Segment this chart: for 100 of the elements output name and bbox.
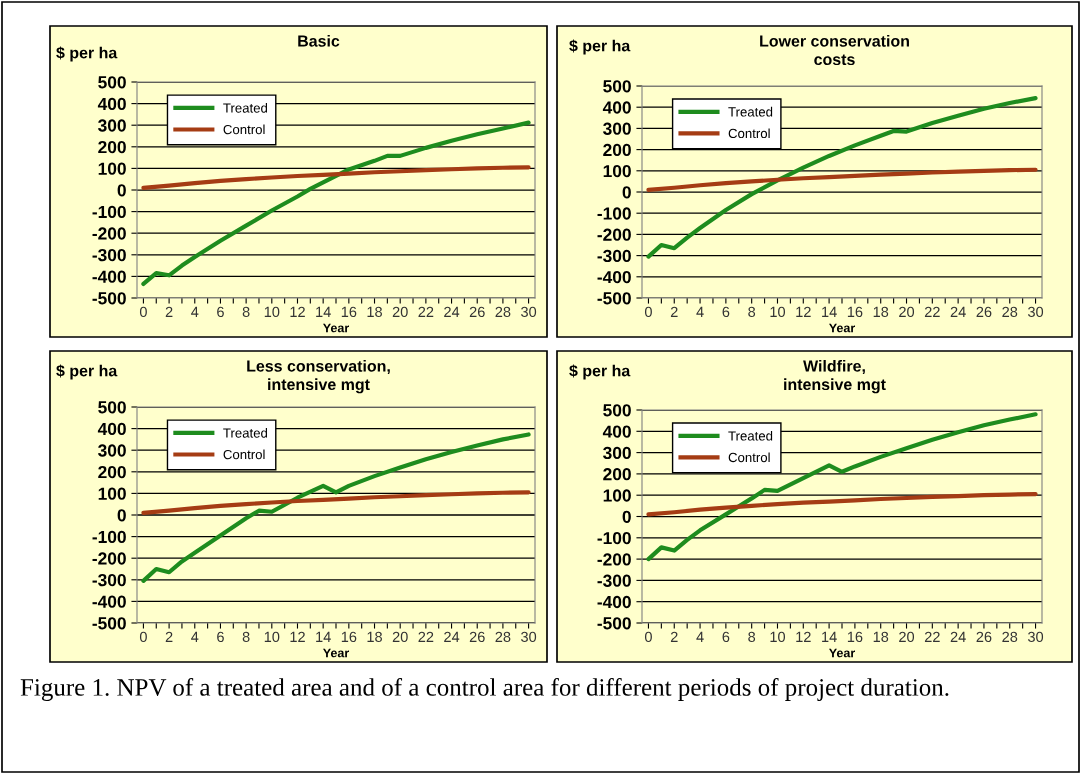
y-tick-label: -200 xyxy=(92,552,126,565)
x-tick-label: 16 xyxy=(847,306,863,318)
y-tick-label: -300 xyxy=(92,248,126,262)
x-tick-label: 4 xyxy=(191,306,199,317)
chart-title: Less conservation, intensive mgt xyxy=(247,360,390,394)
x-tick-label: 10 xyxy=(770,631,786,643)
line-series xyxy=(141,120,531,287)
x-tick-label: 6 xyxy=(217,306,224,318)
x-tick-label: 10 xyxy=(770,306,786,318)
x-tick-label: 12 xyxy=(796,306,811,317)
y-tick-label: -300 xyxy=(597,574,631,587)
x-tick-label: 14 xyxy=(316,306,331,317)
x-tick-label: 12 xyxy=(290,306,305,317)
x-tick-label: 20 xyxy=(392,306,408,318)
y-tick-label: 200 xyxy=(603,143,631,157)
line-series xyxy=(141,165,531,190)
y-tick-label: -100 xyxy=(92,530,126,544)
x-tick-label: 4 xyxy=(696,306,704,317)
line-series xyxy=(646,167,1038,192)
line-series xyxy=(646,412,1038,562)
y-tick-label: -200 xyxy=(92,227,126,240)
x-tick-label: 26 xyxy=(976,631,992,643)
x-tick-label: 2 xyxy=(670,306,678,317)
y-tick-label: 500 xyxy=(98,401,126,414)
y-tick-label: 400 xyxy=(97,97,126,111)
y-tick-label: 100 xyxy=(603,489,631,502)
x-tick-label: 22 xyxy=(924,306,940,317)
x-tick-label: 0 xyxy=(139,631,147,643)
y-tick-label: 100 xyxy=(98,162,126,175)
line-series xyxy=(646,492,1038,517)
y-tick-label: 200 xyxy=(98,140,126,154)
y-tick-label: -100 xyxy=(597,531,631,545)
y-tick-label: 400 xyxy=(602,425,631,438)
x-tick-label: 18 xyxy=(367,306,382,318)
y-tick-label: 200 xyxy=(603,468,631,481)
legend-label: Control xyxy=(223,449,265,460)
x-tick-label: 26 xyxy=(469,306,485,318)
y-tick-label: 300 xyxy=(603,122,631,135)
chart-title: Lower conservation costs xyxy=(760,35,909,66)
x-tick-label: 8 xyxy=(242,306,250,318)
chart-title: Wildfire, intensive mgt xyxy=(784,360,886,394)
legend-label: Treated xyxy=(223,102,268,113)
x-tick-label: 8 xyxy=(748,631,756,643)
y-axis-title: $ per ha xyxy=(569,39,631,55)
x-tick-label: 18 xyxy=(873,306,889,318)
y-tick-label: 100 xyxy=(98,487,126,500)
x-tick-label: 30 xyxy=(521,306,537,318)
y-tick-label: -100 xyxy=(597,207,631,220)
y-tick-label: 300 xyxy=(98,119,126,132)
x-tick-label: 12 xyxy=(796,631,811,642)
x-tick-label: 28 xyxy=(495,631,511,643)
legend-label: Control xyxy=(728,452,770,463)
y-tick-label: -200 xyxy=(597,553,631,566)
x-tick-label: 12 xyxy=(290,631,305,642)
y-tick-label: -400 xyxy=(92,270,126,283)
y-tick-label: 0 xyxy=(117,509,126,522)
legend-label: Control xyxy=(223,124,265,135)
x-tick-label: 0 xyxy=(644,306,652,318)
y-tick-label: -500 xyxy=(597,292,631,305)
y-tick-label: -500 xyxy=(597,617,631,630)
x-tick-label: 30 xyxy=(1027,306,1044,318)
x-tick-label: 28 xyxy=(495,306,511,318)
y-tick-label: -500 xyxy=(92,617,126,630)
x-tick-label: 20 xyxy=(899,631,915,643)
x-tick-label: 10 xyxy=(264,631,280,643)
y-tick-label: 500 xyxy=(98,76,126,89)
x-tick-label: 6 xyxy=(722,631,730,643)
y-tick-label: -500 xyxy=(92,292,126,305)
y-tick-label: -300 xyxy=(597,249,631,263)
x-axis-title: Year xyxy=(829,648,856,658)
x-axis-title: Year xyxy=(323,323,350,333)
x-tick-label: 24 xyxy=(950,631,966,642)
y-tick-label: 400 xyxy=(97,422,126,436)
x-tick-label: 22 xyxy=(924,631,940,642)
y-tick-label: 300 xyxy=(98,444,126,457)
x-tick-label: 20 xyxy=(392,631,408,643)
x-tick-label: 6 xyxy=(217,631,224,643)
y-tick-label: 300 xyxy=(603,446,631,460)
legend-label: Treated xyxy=(223,427,268,438)
x-tick-label: 16 xyxy=(341,631,357,643)
x-tick-label: 2 xyxy=(165,631,173,642)
x-tick-label: 14 xyxy=(822,306,837,317)
x-tick-label: 24 xyxy=(444,631,460,642)
y-tick-label: -400 xyxy=(597,270,631,284)
x-tick-label: 2 xyxy=(165,306,173,317)
x-tick-label: 6 xyxy=(722,306,730,318)
y-tick-label: -300 xyxy=(92,573,126,587)
y-tick-label: 500 xyxy=(603,80,631,93)
x-tick-label: 16 xyxy=(341,306,357,318)
y-tick-label: 0 xyxy=(622,186,631,199)
y-tick-label: 100 xyxy=(603,164,631,178)
x-tick-label: 30 xyxy=(1027,631,1044,643)
x-tick-label: 10 xyxy=(264,306,280,318)
x-tick-label: 2 xyxy=(670,631,678,642)
y-tick-label: 500 xyxy=(603,404,631,417)
x-axis-title: Year xyxy=(323,648,350,658)
y-axis-title: $ per ha xyxy=(569,364,631,380)
y-tick-label: 0 xyxy=(622,510,631,523)
y-tick-label: -400 xyxy=(92,595,126,608)
chart-title: Basic xyxy=(298,35,340,47)
